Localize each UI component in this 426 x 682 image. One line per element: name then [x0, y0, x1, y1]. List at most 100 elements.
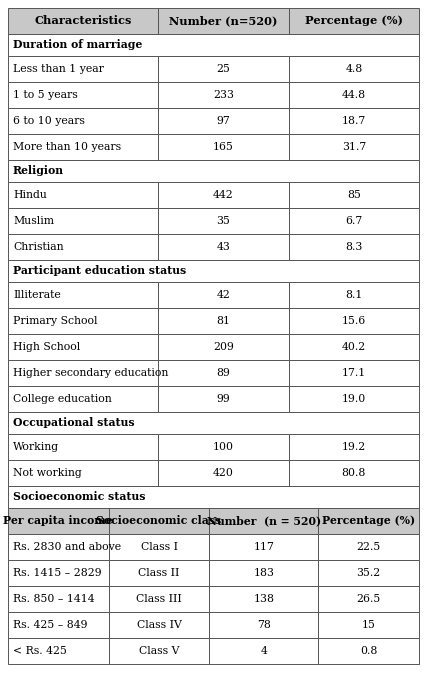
Text: 25: 25	[216, 64, 230, 74]
Bar	[209, 638, 317, 664]
Bar	[288, 234, 418, 260]
Text: 4.8: 4.8	[345, 64, 362, 74]
Text: 6 to 10 years: 6 to 10 years	[13, 116, 85, 126]
Bar	[288, 360, 418, 386]
Bar	[288, 208, 418, 234]
Bar	[8, 108, 158, 134]
Bar	[158, 460, 288, 486]
Bar	[8, 260, 418, 282]
Bar	[8, 208, 158, 234]
Bar	[8, 34, 418, 56]
Text: Hindu: Hindu	[13, 190, 47, 200]
Text: Occupational status: Occupational status	[13, 417, 134, 428]
Text: Not working: Not working	[13, 468, 81, 478]
Bar	[8, 82, 158, 108]
Bar	[8, 282, 158, 308]
Bar	[8, 460, 158, 486]
Bar	[8, 534, 109, 560]
Bar	[8, 182, 158, 208]
Text: Religion: Religion	[13, 166, 64, 177]
Bar	[8, 386, 158, 412]
Bar	[109, 508, 209, 534]
Bar	[8, 360, 158, 386]
Text: 183: 183	[253, 568, 273, 578]
Bar	[158, 8, 288, 34]
Bar	[158, 182, 288, 208]
Text: 42: 42	[216, 290, 230, 300]
Bar	[109, 638, 209, 664]
Bar	[288, 282, 418, 308]
Bar	[288, 182, 418, 208]
Text: 80.8: 80.8	[341, 468, 365, 478]
Bar	[8, 56, 158, 82]
Bar	[209, 586, 317, 612]
Bar	[288, 386, 418, 412]
Bar	[8, 434, 158, 460]
Text: Rs. 850 – 1414: Rs. 850 – 1414	[13, 594, 95, 604]
Text: Rs. 425 – 849: Rs. 425 – 849	[13, 620, 87, 630]
Text: Socioeconomic status: Socioeconomic status	[13, 492, 145, 503]
Bar	[209, 560, 317, 586]
Text: 35: 35	[216, 216, 230, 226]
Bar	[8, 586, 109, 612]
Text: Percentage (%): Percentage (%)	[304, 16, 402, 27]
Text: Rs. 2830 and above: Rs. 2830 and above	[13, 542, 121, 552]
Text: 31.7: 31.7	[341, 142, 365, 152]
Bar	[288, 108, 418, 134]
Text: 165: 165	[213, 142, 233, 152]
Bar	[288, 434, 418, 460]
Text: Class II: Class II	[138, 568, 179, 578]
Text: 4: 4	[260, 646, 267, 656]
Bar	[8, 160, 418, 182]
Text: College education: College education	[13, 394, 112, 404]
Text: 0.8: 0.8	[359, 646, 377, 656]
Bar	[8, 334, 158, 360]
Text: Less than 1 year: Less than 1 year	[13, 64, 104, 74]
Bar	[158, 360, 288, 386]
Text: Working: Working	[13, 442, 59, 452]
Bar	[8, 508, 109, 534]
Bar	[317, 560, 418, 586]
Text: 209: 209	[213, 342, 233, 352]
Text: 43: 43	[216, 242, 230, 252]
Bar	[109, 612, 209, 638]
Text: Muslim: Muslim	[13, 216, 54, 226]
Bar	[158, 108, 288, 134]
Text: 81: 81	[216, 316, 230, 326]
Text: Number  (n = 520): Number (n = 520)	[206, 516, 320, 527]
Bar	[158, 386, 288, 412]
Bar	[8, 486, 418, 508]
Text: 19.0: 19.0	[341, 394, 365, 404]
Bar	[8, 8, 158, 34]
Bar	[317, 612, 418, 638]
Bar	[158, 234, 288, 260]
Text: 89: 89	[216, 368, 230, 378]
Text: Class I: Class I	[140, 542, 177, 552]
Bar	[288, 82, 418, 108]
Bar	[8, 134, 158, 160]
Text: 1 to 5 years: 1 to 5 years	[13, 90, 78, 100]
Text: 22.5: 22.5	[356, 542, 380, 552]
Bar	[288, 308, 418, 334]
Text: 100: 100	[213, 442, 233, 452]
Text: Class III: Class III	[136, 594, 181, 604]
Text: Duration of marriage: Duration of marriage	[13, 40, 142, 50]
Bar	[317, 586, 418, 612]
Text: Class V: Class V	[138, 646, 179, 656]
Bar	[8, 412, 418, 434]
Text: 233: 233	[213, 90, 233, 100]
Bar	[288, 134, 418, 160]
Bar	[8, 308, 158, 334]
Bar	[8, 560, 109, 586]
Text: Higher secondary education: Higher secondary education	[13, 368, 168, 378]
Bar	[158, 282, 288, 308]
Bar	[288, 8, 418, 34]
Bar	[158, 134, 288, 160]
Text: 420: 420	[213, 468, 233, 478]
Bar	[288, 334, 418, 360]
Text: 99: 99	[216, 394, 230, 404]
Bar	[109, 534, 209, 560]
Text: 35.2: 35.2	[356, 568, 380, 578]
Text: 44.8: 44.8	[341, 90, 365, 100]
Bar	[158, 56, 288, 82]
